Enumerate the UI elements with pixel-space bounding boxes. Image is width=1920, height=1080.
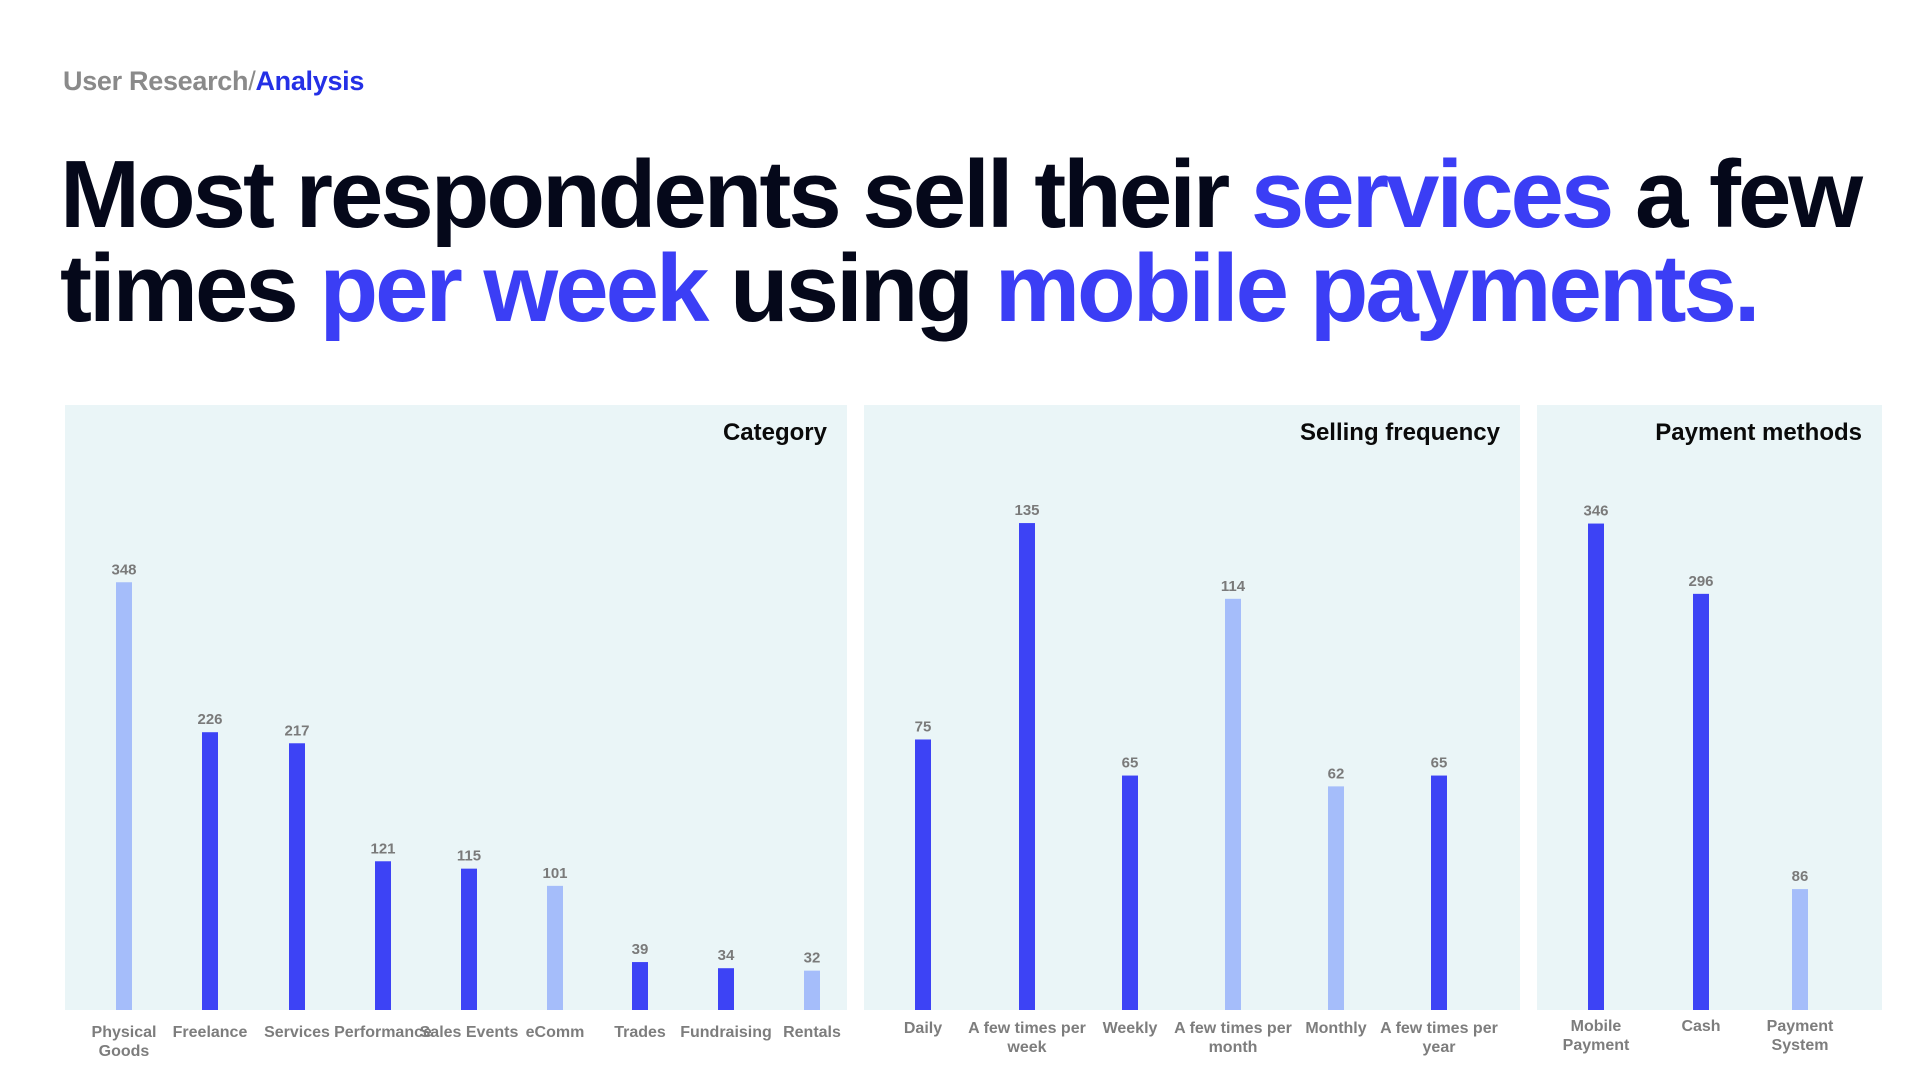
bar: [202, 732, 218, 1010]
bar: [1693, 593, 1709, 1010]
category-tick-label: Sales Events: [419, 1024, 519, 1041]
title-part-1: Most respondents sell their: [60, 141, 1251, 248]
bar-value-label: 65: [1122, 755, 1139, 772]
chart-title: Payment methods: [1655, 419, 1862, 446]
title-part-3: using: [706, 235, 995, 342]
category-tick-label: Monthly: [1305, 1020, 1367, 1037]
bar-value-label: 226: [197, 711, 222, 728]
category-tick-label: Daily: [903, 1020, 943, 1037]
category-tick-label: Trades: [614, 1024, 666, 1041]
bar: [804, 970, 820, 1010]
bar-value-label: 62: [1328, 765, 1345, 782]
bar-value-label: 86: [1792, 868, 1809, 885]
chart-title: Category: [722, 419, 827, 446]
bar-value-label: 39: [632, 941, 649, 958]
bar-value-label: 121: [370, 840, 395, 857]
bar: [1328, 786, 1344, 1010]
bar: [461, 868, 477, 1010]
page-title: Most respondents sell their services a f…: [60, 147, 1880, 337]
breadcrumb: User Research/Analysis: [63, 66, 364, 97]
category-tick-label: A few times per month: [1174, 1020, 1292, 1056]
category-tick-label: Cash: [1681, 1018, 1721, 1035]
title-highlight-per-week: per week: [319, 235, 709, 342]
category-tick-label: Mobile Payment: [1562, 1018, 1630, 1054]
breadcrumb-current: Analysis: [255, 66, 365, 96]
category-tick-label: Freelance: [172, 1024, 248, 1041]
bar: [632, 962, 648, 1010]
breadcrumb-separator: /: [248, 66, 256, 96]
category-tick-label: Rentals: [783, 1024, 841, 1041]
bar-value-label: 75: [915, 718, 932, 735]
bar-value-label: 346: [1583, 503, 1608, 520]
bar-value-label: 101: [542, 865, 567, 882]
bar-value-label: 348: [111, 561, 136, 578]
category-tick-label: Weekly: [1102, 1020, 1158, 1037]
bar: [1431, 775, 1447, 1010]
bar-value-label: 115: [457, 848, 481, 865]
bar-chart-plot: 346 296 86: [1583, 503, 1809, 1010]
bar: [1792, 889, 1808, 1010]
bar: [915, 739, 931, 1010]
category-tick-label: Payment System: [1766, 1018, 1834, 1054]
bar-value-label: 135: [1014, 502, 1039, 519]
bar: [718, 968, 734, 1010]
bar-value-label: 32: [804, 950, 821, 967]
chart-title: Selling frequency: [1299, 419, 1500, 446]
bar-value-label: 217: [284, 722, 309, 739]
bar: [547, 885, 563, 1010]
bar-value-label: 34: [718, 947, 735, 964]
category-chart-panel: Category 348 226 217 121 115 101 39 34 32 Physica…: [65, 405, 847, 1060]
category-tick-label: Fundraising: [680, 1024, 772, 1041]
bar: [116, 582, 132, 1010]
bar: [1588, 523, 1604, 1010]
bar: [1225, 598, 1241, 1010]
category-tick-label: Physical Goods: [91, 1024, 157, 1060]
bar: [1122, 775, 1138, 1010]
title-highlight-mobile-payments: mobile payments.: [994, 235, 1761, 342]
bar-value-label: 65: [1431, 755, 1448, 772]
category-tick-label: eComm: [525, 1024, 585, 1041]
selling-frequency-chart-panel: Selling frequency 75 135 65 114 62 65 Daily A f…: [864, 405, 1520, 1056]
category-tick-label: Performance: [334, 1024, 432, 1041]
category-tick-label: A few times per week: [968, 1020, 1086, 1056]
bar-value-label: 114: [1221, 578, 1246, 595]
payment-methods-chart-panel: Payment methods 346 296 86 Mobile Payment Ca…: [1537, 405, 1882, 1054]
bar-chart-plot: 348 226 217 121 115 101 39 34 32: [111, 561, 821, 1010]
bar: [289, 743, 305, 1010]
bar-chart-plot: 75 135 65 114 62 65: [915, 502, 1448, 1010]
bar-value-label: 296: [1688, 573, 1713, 590]
breadcrumb-parent[interactable]: User Research: [63, 66, 249, 96]
title-part-2: a few times: [60, 141, 1863, 342]
title-highlight-services: services: [1250, 141, 1614, 248]
category-tick-label: Services: [264, 1024, 330, 1041]
bar: [1019, 523, 1035, 1010]
bar: [375, 861, 391, 1010]
category-tick-label: A few times per year: [1380, 1020, 1498, 1056]
